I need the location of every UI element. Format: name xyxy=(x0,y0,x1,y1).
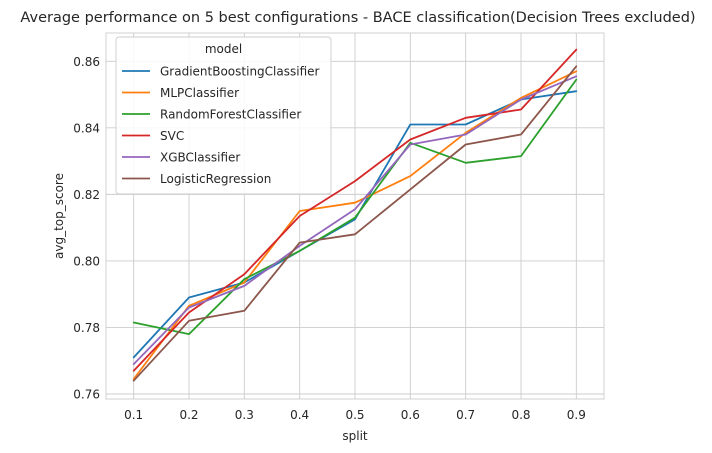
x-tick-label: 0.5 xyxy=(345,408,364,422)
legend-box xyxy=(115,36,332,195)
legend-label-random-forest-classifier: RandomForestClassifier xyxy=(160,108,301,122)
grid xyxy=(106,33,604,399)
y-tick-label: 0.76 xyxy=(73,388,100,402)
series-line-gradient-boosting-classifier xyxy=(132,90,578,359)
legend-label-svc: SVC xyxy=(160,129,184,143)
y-tick-label: 0.78 xyxy=(73,321,100,335)
y-tick-label: 0.80 xyxy=(73,254,100,268)
x-tick-label: 0.2 xyxy=(179,408,198,422)
x-tick-label: 0.8 xyxy=(511,408,530,422)
x-tick-label: 0.6 xyxy=(401,408,420,422)
legend-label-gradient-boosting-classifier: GradientBoostingClassifier xyxy=(160,65,320,79)
legend-title: model xyxy=(205,42,242,56)
x-tick-label: 0.9 xyxy=(567,408,586,422)
plot-area-frame xyxy=(105,32,605,400)
chart-title: Average performance on 5 best configurat… xyxy=(20,10,695,26)
series-line-logistic-regression xyxy=(132,65,578,382)
y-axis-ticks: 0.76 0.78 0.80 0.82 0.84 0.86 xyxy=(73,55,100,402)
series-line-xgbclassifier xyxy=(132,75,578,366)
x-tick-label: 0.4 xyxy=(290,408,309,422)
legend: model GradientBoostingClassifier MLPClass… xyxy=(115,36,332,195)
y-axis-label: avg_top_score xyxy=(52,173,66,259)
y-tick-label: 0.84 xyxy=(73,121,100,135)
legend-label-logistic-regression: LogisticRegression xyxy=(160,172,271,186)
x-tick-label: 0.3 xyxy=(235,408,254,422)
legend-label-xgbclassifier: XGBClassifier xyxy=(160,151,240,165)
legend-label-mlpclassifier: MLPClassifier xyxy=(160,86,239,100)
x-tick-label: 0.7 xyxy=(456,408,475,422)
series-layer xyxy=(132,48,578,382)
x-axis-ticks: 0.1 0.2 0.3 0.4 0.5 0.6 0.7 0.8 0.9 xyxy=(124,408,586,422)
y-tick-label: 0.86 xyxy=(73,55,100,69)
series-line-mlpclassifier xyxy=(132,70,578,380)
x-axis-label: split xyxy=(342,429,368,443)
y-tick-label: 0.82 xyxy=(73,188,100,202)
legend-items: GradientBoostingClassifier MLPClassifier R… xyxy=(122,65,320,186)
series-line-random-forest-classifier xyxy=(132,78,578,336)
x-tick-label: 0.1 xyxy=(124,408,143,422)
